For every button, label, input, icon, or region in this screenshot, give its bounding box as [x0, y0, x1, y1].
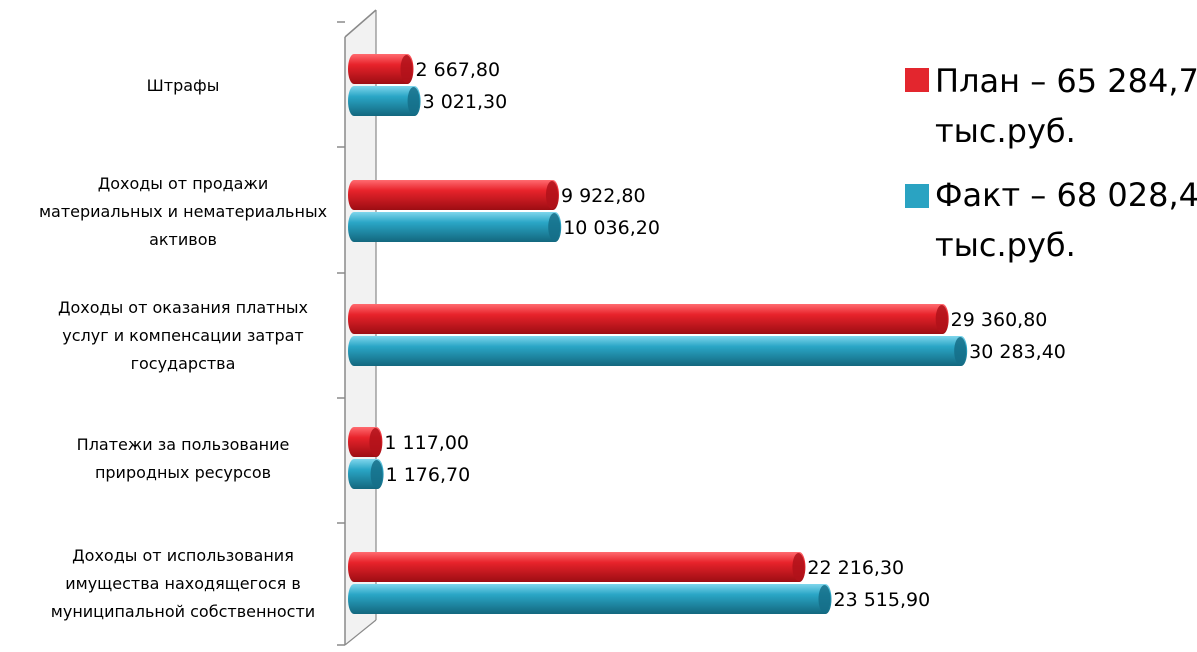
data-label: 9 922,80 — [561, 185, 646, 207]
category-label: Штрафы — [147, 76, 220, 95]
data-label: 23 515,90 — [833, 589, 930, 611]
bar-end-cap — [545, 181, 558, 209]
fact-bar — [348, 336, 968, 366]
bar-end-cap — [818, 585, 831, 613]
data-label: 1 117,00 — [384, 432, 469, 454]
legend-swatch — [905, 184, 929, 208]
bars — [348, 54, 968, 614]
data-label: 3 021,30 — [423, 91, 508, 113]
category-label: услуг и компенсации затрат — [62, 326, 304, 345]
category-label: муниципальной собственности — [51, 602, 315, 621]
category-label: активов — [149, 230, 217, 249]
plan-bar — [348, 54, 414, 85]
plan-bar — [348, 304, 949, 334]
bar-end-cap — [369, 428, 382, 456]
legend-swatch — [905, 68, 929, 92]
data-label: 1 176,70 — [386, 464, 471, 486]
category-label: государства — [131, 354, 236, 373]
value-labels: 2 667,80 3 021,30 9 922,80 10 036,20 29 360,… — [384, 59, 1065, 611]
bar-end-cap — [954, 337, 967, 365]
legend: План – 65 284,7 тыс.руб. Факт – 68 028,4 ты… — [905, 62, 1197, 264]
category-label: имущества находящегося в — [65, 574, 301, 593]
data-label: 22 216,30 — [807, 557, 904, 579]
legend-label: Факт – 68 028,4 — [935, 176, 1197, 214]
data-label: 2 667,80 — [415, 59, 500, 81]
category-label: природных ресурсов — [95, 463, 271, 482]
category-label: Доходы от продажи — [98, 174, 269, 193]
legend-label: План – 65 284,7 — [935, 62, 1197, 100]
bar-end-cap — [935, 305, 948, 333]
legend-label-unit: тыс.руб. — [935, 112, 1076, 150]
bar-end-cap — [407, 87, 420, 115]
category-label: материальных и нематериальных — [39, 202, 327, 221]
plan-bar — [348, 552, 806, 582]
bar-end-cap — [400, 55, 413, 83]
category-label: Доходы от использования — [72, 546, 294, 565]
category-label: Доходы от оказания платных — [58, 298, 308, 317]
data-label: 30 283,40 — [969, 341, 1066, 363]
category-label: Платежи за пользование — [77, 435, 290, 454]
legend-label-unit: тыс.руб. — [935, 226, 1076, 264]
bar-end-cap — [792, 553, 805, 581]
plan-bar — [348, 180, 559, 210]
category-labels: Штрафы Доходы от продажи материальных и не… — [39, 76, 327, 621]
fact-bar — [348, 584, 832, 614]
data-label: 10 036,20 — [563, 217, 660, 239]
data-label: 29 360,80 — [951, 309, 1048, 331]
fact-bar — [348, 212, 562, 242]
fact-bar — [348, 86, 421, 116]
bar-end-cap — [548, 213, 561, 241]
bar-end-cap — [370, 460, 383, 488]
